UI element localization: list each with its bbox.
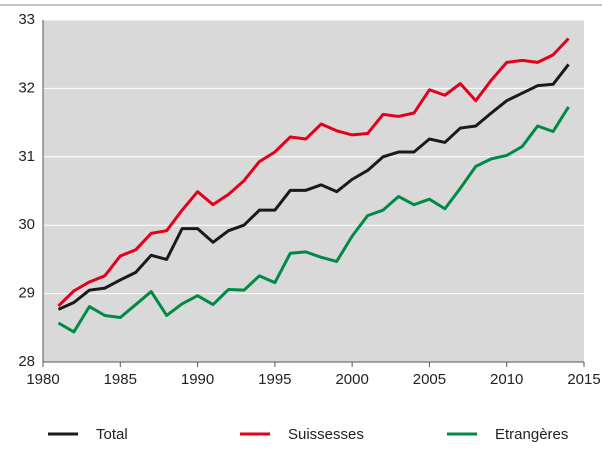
legend-label: Total bbox=[96, 426, 128, 443]
series-line bbox=[57, 37, 570, 307]
x-tick-label: 1980 bbox=[26, 371, 59, 388]
x-tick-label: 2000 bbox=[335, 371, 368, 388]
y-tick-label: 28 bbox=[18, 353, 35, 370]
x-tick-label: 2010 bbox=[490, 371, 523, 388]
y-tick-label: 31 bbox=[18, 148, 35, 165]
series-line bbox=[57, 63, 570, 311]
legend-label: Etrangères bbox=[495, 426, 568, 443]
y-tick-label: 33 bbox=[18, 11, 35, 28]
plot-area bbox=[43, 20, 584, 362]
series-line bbox=[57, 106, 570, 334]
x-tick-label: 2015 bbox=[567, 371, 600, 388]
y-tick-label: 32 bbox=[18, 79, 35, 96]
x-tick-label: 2005 bbox=[413, 371, 446, 388]
legend-label: Suissesses bbox=[288, 426, 364, 443]
x-tick-label: 1985 bbox=[104, 371, 137, 388]
x-tick-label: 1995 bbox=[258, 371, 291, 388]
y-tick-label: 29 bbox=[18, 285, 35, 302]
x-tick-label: 1990 bbox=[181, 371, 214, 388]
y-tick-label: 30 bbox=[18, 216, 35, 233]
